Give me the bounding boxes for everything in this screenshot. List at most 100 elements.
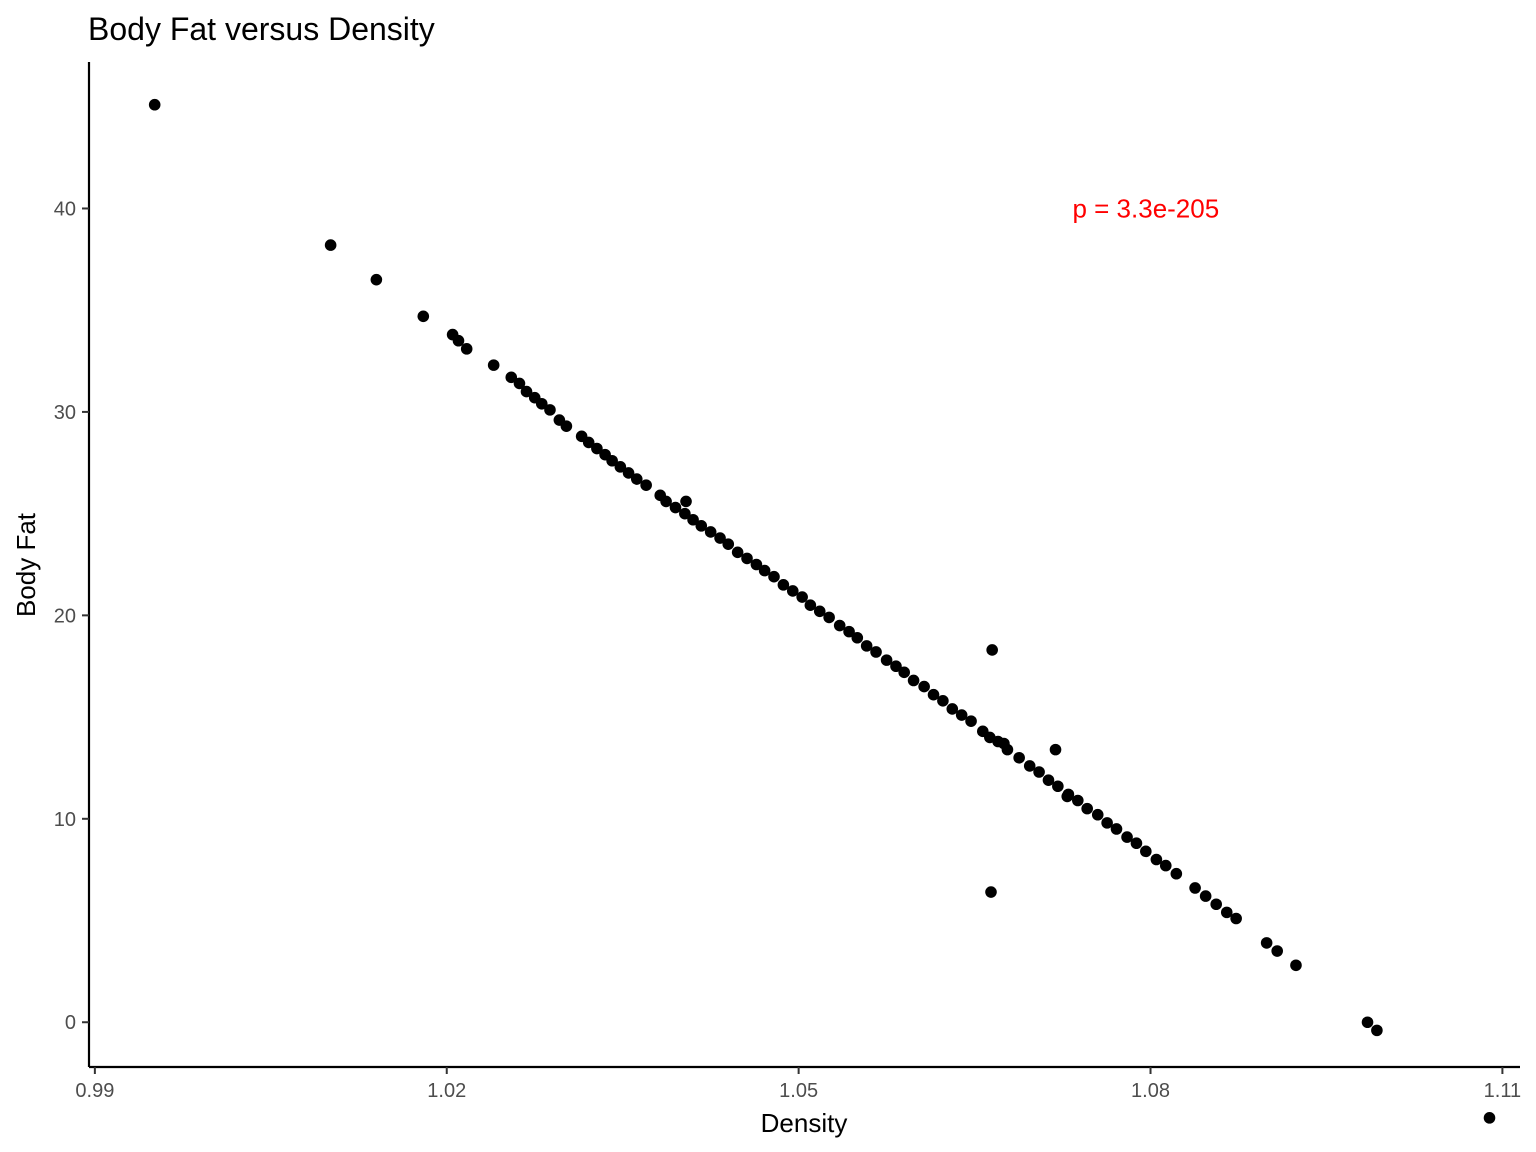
data-point xyxy=(804,599,817,611)
data-point xyxy=(505,371,518,384)
data-point xyxy=(695,520,708,532)
data-point xyxy=(560,420,573,432)
data-point xyxy=(851,631,864,644)
data-point xyxy=(1033,766,1045,778)
data-point xyxy=(1159,859,1172,872)
data-point xyxy=(813,605,826,618)
data-point xyxy=(324,239,337,251)
data-point xyxy=(679,507,691,520)
data-point xyxy=(1042,774,1055,786)
data-point xyxy=(731,546,744,559)
data-point xyxy=(1150,853,1163,866)
x-tick-label: 1.08 xyxy=(1131,1080,1170,1102)
data-point xyxy=(870,646,882,658)
data-point xyxy=(843,625,855,638)
data-point xyxy=(833,619,846,632)
data-point xyxy=(1483,1112,1496,1124)
data-point xyxy=(1371,1024,1383,1037)
data-point xyxy=(704,526,717,538)
data-point xyxy=(890,660,902,673)
y-axis-ticks: 0 10 20 30 40 xyxy=(54,198,89,1034)
data-point xyxy=(907,674,920,687)
data-point xyxy=(777,579,790,591)
data-point xyxy=(1210,898,1223,911)
y-tick-label: 20 xyxy=(54,605,76,627)
data-point xyxy=(1361,1016,1374,1029)
y-tick-label: 0 xyxy=(65,1012,76,1034)
y-tick-label: 10 xyxy=(54,809,76,831)
data-point xyxy=(460,343,473,355)
data-point xyxy=(417,310,430,323)
data-point xyxy=(758,564,771,577)
data-point xyxy=(640,479,652,491)
x-tick-label: 1.05 xyxy=(779,1080,818,1102)
data-point xyxy=(927,688,940,701)
data-point xyxy=(1101,817,1113,829)
data-point xyxy=(1091,808,1104,821)
data-point xyxy=(937,695,949,707)
data-point xyxy=(687,513,699,526)
data-point xyxy=(714,532,726,544)
data-point xyxy=(998,737,1010,750)
data-point xyxy=(544,404,556,416)
x-tick-label: 0.99 xyxy=(75,1080,114,1102)
data-point xyxy=(487,359,500,371)
x-axis-ticks: 0.99 1.02 1.05 1.08 1.11 xyxy=(75,1067,1521,1102)
data-point xyxy=(660,495,672,508)
data-point xyxy=(1071,794,1084,807)
chart-title: Body Fat versus Density xyxy=(88,11,435,47)
data-point xyxy=(622,467,635,479)
data-point xyxy=(1230,912,1242,925)
data-point xyxy=(1061,790,1074,803)
data-point xyxy=(1260,937,1273,949)
data-point xyxy=(1140,845,1152,858)
data-point xyxy=(1081,802,1093,815)
data-point xyxy=(796,591,808,603)
data-point xyxy=(946,703,959,715)
data-point xyxy=(1271,945,1283,957)
data-point xyxy=(630,473,643,485)
data-point xyxy=(606,454,618,467)
data-point xyxy=(986,644,998,656)
data-point xyxy=(1170,867,1183,880)
data-point xyxy=(985,886,997,898)
y-axis-title: Body Fat xyxy=(11,512,41,617)
y-tick-label: 40 xyxy=(54,198,76,220)
data-point xyxy=(1013,751,1025,764)
data-point xyxy=(880,654,893,666)
data-point xyxy=(520,385,533,398)
data-point xyxy=(768,570,780,583)
data-point xyxy=(669,501,682,514)
data-point xyxy=(1130,837,1143,850)
data-point xyxy=(823,611,835,624)
data-point xyxy=(965,715,977,727)
data-point xyxy=(722,538,735,550)
data-point xyxy=(750,558,763,571)
data-point xyxy=(1110,823,1123,835)
data-point xyxy=(1220,906,1233,919)
x-tick-label: 1.02 xyxy=(427,1080,466,1102)
plot-area xyxy=(148,98,1496,1124)
data-point xyxy=(1052,780,1064,793)
data-point xyxy=(582,436,595,449)
data-point xyxy=(1189,882,1201,894)
data-point xyxy=(918,680,930,693)
x-tick-label: 1.11 xyxy=(1484,1080,1521,1102)
data-point xyxy=(614,461,627,473)
data-point xyxy=(513,377,526,390)
data-point xyxy=(955,709,968,721)
data-point xyxy=(741,552,753,565)
data-point xyxy=(786,585,799,597)
y-tick-label: 30 xyxy=(54,402,76,424)
x-axis-title: Density xyxy=(761,1108,848,1138)
data-point xyxy=(452,334,465,347)
data-point xyxy=(1121,831,1133,843)
data-point xyxy=(1049,743,1062,756)
data-point xyxy=(680,495,692,508)
data-point xyxy=(370,273,383,286)
data-point xyxy=(1290,959,1302,972)
p-value-annotation: p = 3.3e-205 xyxy=(1072,193,1219,223)
data-point xyxy=(591,442,603,455)
data-point xyxy=(1023,760,1036,772)
